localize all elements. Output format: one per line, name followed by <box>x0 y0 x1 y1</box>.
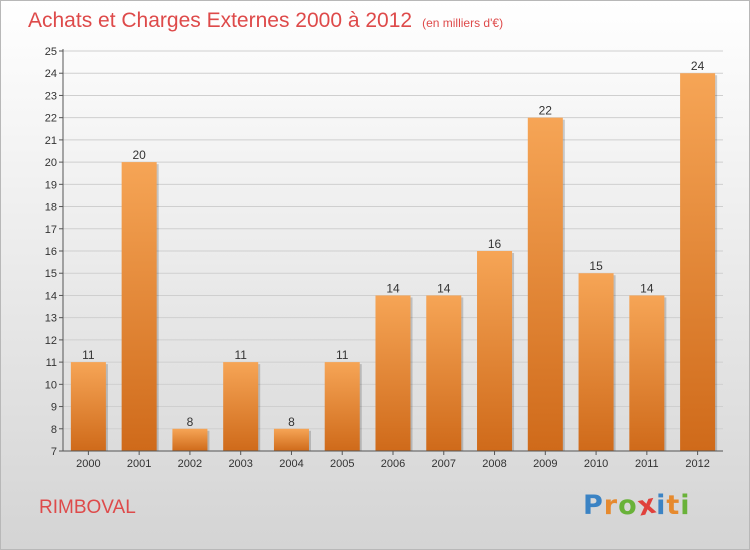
axes: 7 8 9 10 11 12 13 14 15 16 17 18 19 20 21 22 23 24 25 2000 2… <box>45 46 723 470</box>
bar <box>680 73 716 451</box>
bar-value-label: 11 <box>336 348 349 362</box>
bar-value-label: 22 <box>539 104 553 118</box>
bar-value-label: 15 <box>589 259 603 273</box>
bar-value-label: 14 <box>386 281 400 295</box>
bar-value-label: 8 <box>187 415 194 429</box>
bar-value-label: 11 <box>82 348 95 362</box>
logo-letter: P <box>583 490 604 521</box>
y-tick-label: 21 <box>45 135 57 147</box>
y-tick-label: 15 <box>45 268 57 280</box>
bar-value-label: 24 <box>691 59 705 73</box>
x-tick-label: 2005 <box>330 458 354 470</box>
bar-value-label: 20 <box>132 148 146 162</box>
x-tick-label: 2006 <box>381 458 405 470</box>
bar <box>172 428 208 451</box>
bar-value-label: 11 <box>234 348 247 362</box>
y-tick-label: 12 <box>45 335 57 347</box>
x-tick-label: 2008 <box>482 458 506 470</box>
y-tick-label: 13 <box>45 313 57 325</box>
x-tick-label: 2004 <box>279 458 303 470</box>
logo-letter: i <box>656 490 667 521</box>
bar <box>121 162 157 451</box>
x-tick-label: 2011 <box>635 458 659 470</box>
bar <box>629 295 665 451</box>
bar <box>324 362 360 451</box>
logo-letter: t <box>666 490 681 521</box>
x-tick-label: 2003 <box>228 458 252 470</box>
x-tick-label: 2001 <box>127 458 151 470</box>
y-tick-label: 25 <box>45 46 57 58</box>
x-tick-label: 2000 <box>76 458 100 470</box>
y-tick-label: 14 <box>45 290 57 302</box>
x-tick-label: 2009 <box>533 458 557 470</box>
bar <box>578 273 614 451</box>
x-tick-label: 2012 <box>685 458 709 470</box>
bar <box>477 251 513 451</box>
y-tick-label: 22 <box>45 113 57 125</box>
y-tick-label: 9 <box>51 402 57 414</box>
x-tick-label: 2002 <box>178 458 202 470</box>
y-tick-label: 16 <box>45 246 57 258</box>
y-tick-label: 24 <box>45 68 57 80</box>
logo-letter: i <box>680 490 691 521</box>
bar <box>527 117 563 452</box>
bar <box>426 295 462 451</box>
y-tick-label: 18 <box>45 202 57 214</box>
chart-title: Achats et Charges Externes 2000 à 2012 (e… <box>28 9 503 33</box>
y-tick-label: 11 <box>46 357 57 369</box>
logo-letter: o <box>618 490 638 521</box>
bar <box>375 295 411 451</box>
place-name: RIMBOVAL <box>39 497 136 518</box>
bars: 11 20 8 11 8 11 14 14 16 22 15 14 24 <box>70 59 718 452</box>
bar <box>223 362 259 451</box>
chart-unit-note: (en milliers d'€) <box>422 16 504 30</box>
bar <box>273 428 309 451</box>
bar-value-label: 8 <box>288 415 295 429</box>
x-tick-label: 2010 <box>584 458 608 470</box>
bar-value-label: 14 <box>437 281 451 295</box>
bar-value-label: 16 <box>488 237 502 251</box>
proxiti-logo[interactable]: Proxiti <box>583 488 691 522</box>
chart-title-text: Achats et Charges Externes 2000 à 2012 <box>28 9 413 32</box>
y-tick-label: 17 <box>45 224 57 236</box>
bar-value-label: 14 <box>640 281 654 295</box>
y-tick-label: 20 <box>45 157 57 169</box>
logo-letter: r <box>603 490 619 521</box>
y-tick-label: 23 <box>45 90 57 102</box>
y-tick-label: 8 <box>51 424 57 436</box>
y-tick-label: 7 <box>51 446 57 458</box>
x-tick-label: 2007 <box>432 458 456 470</box>
bar <box>70 362 106 451</box>
y-tick-label: 19 <box>45 179 57 191</box>
y-tick-label: 10 <box>45 379 57 391</box>
